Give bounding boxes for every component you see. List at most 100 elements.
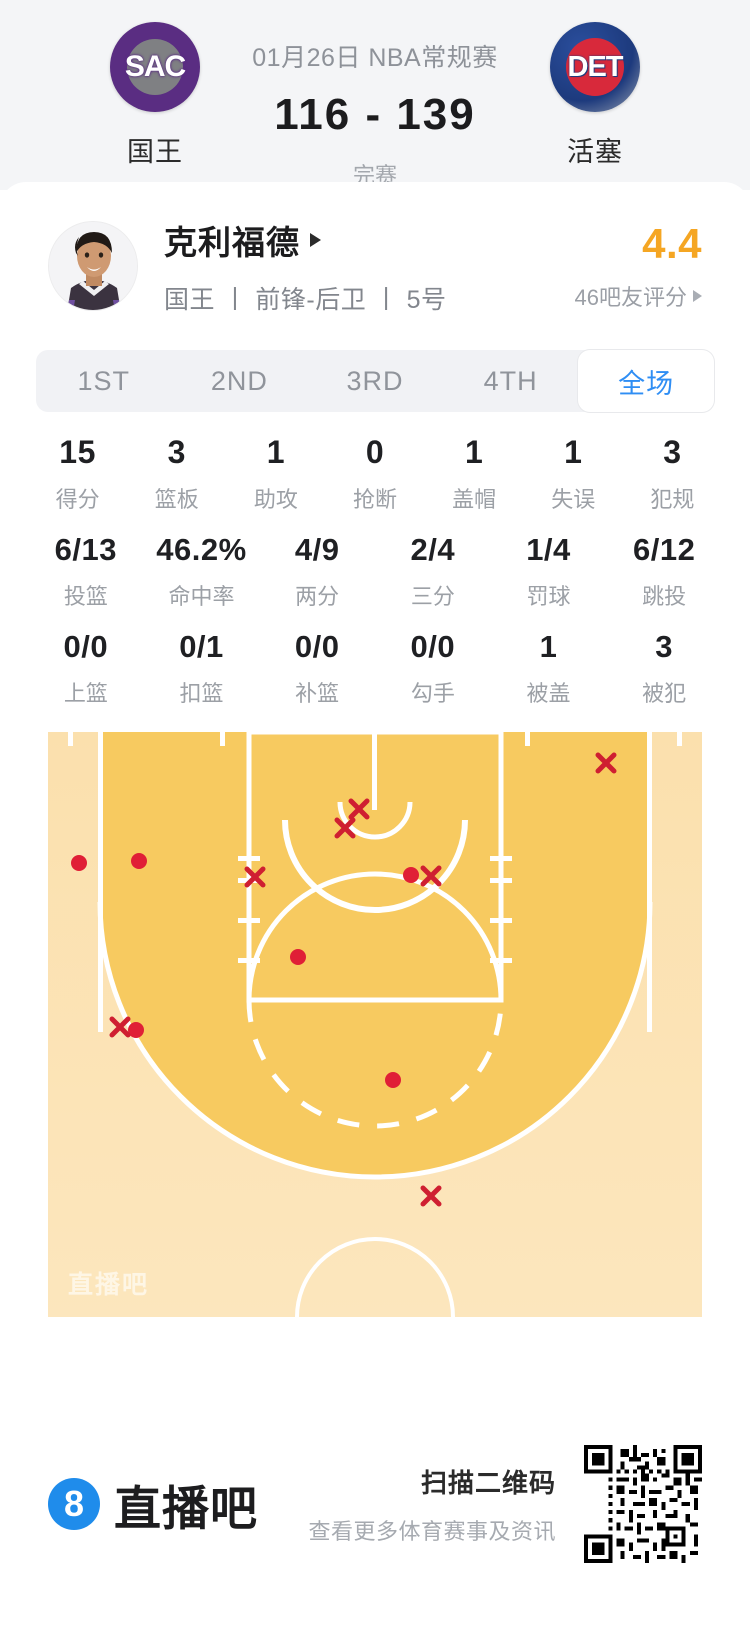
stat-fg-pct: 46.2% 命中率 bbox=[144, 532, 260, 611]
shot-marker-miss bbox=[420, 865, 442, 887]
stat-label: 上篮 bbox=[63, 681, 108, 706]
stat-layup: 0/0 上篮 bbox=[28, 629, 144, 708]
qr-title: 扫描二维码 bbox=[420, 1467, 556, 1498]
stat-turnovers: 1 失误 bbox=[524, 434, 623, 514]
tab-3rd[interactable]: 3RD bbox=[346, 365, 404, 396]
qr-text-block: 扫描二维码 查看更多体育赛事及资讯 bbox=[308, 1463, 556, 1546]
stat-label: 罚球 bbox=[526, 584, 571, 609]
tab-4th[interactable]: 4TH bbox=[483, 365, 538, 396]
stat-value: 0/1 bbox=[179, 629, 224, 664]
stat-label: 勾手 bbox=[410, 681, 455, 706]
shot-marker-miss bbox=[109, 1016, 131, 1038]
stat-blocked: 1 被盖 bbox=[491, 629, 607, 708]
sac-logo-icon: SAC bbox=[110, 22, 200, 112]
home-team-logo: SAC bbox=[110, 22, 200, 112]
stat-label: 犯规 bbox=[650, 487, 695, 512]
shot-marker-miss bbox=[334, 817, 356, 839]
stat-label: 补篮 bbox=[295, 681, 340, 706]
home-team-abbr: SAC bbox=[124, 50, 186, 83]
match-title: 01月26日 NBA常规赛 bbox=[252, 44, 498, 72]
stat-putback: 0/0 补篮 bbox=[259, 629, 375, 708]
home-team[interactable]: SAC 国王 bbox=[60, 22, 250, 169]
stat-label: 投篮 bbox=[63, 584, 108, 609]
stat-blocks: 1 盖帽 bbox=[425, 434, 524, 514]
rating-block[interactable]: 4.4 46吧友评分 bbox=[575, 220, 702, 312]
brand-mark-icon: 8 bbox=[48, 1478, 100, 1530]
stat-three-pt: 2/4 三分 bbox=[375, 532, 491, 611]
stat-free-throw: 1/4 罚球 bbox=[491, 532, 607, 611]
stat-assists: 1 助攻 bbox=[226, 434, 325, 514]
player-meta: 克利福德 国王 丨 前锋-后卫 丨 5号 bbox=[164, 216, 575, 316]
shot-marker-made bbox=[71, 855, 87, 871]
tab-2nd[interactable]: 2ND bbox=[210, 365, 268, 396]
shot-marker-made bbox=[131, 853, 147, 869]
stat-value: 3 bbox=[655, 629, 674, 664]
footer-bar: 8 直播吧 扫描二维码 查看更多体育赛事及资讯 bbox=[0, 1389, 750, 1629]
away-team[interactable]: DET 活塞 bbox=[500, 22, 690, 169]
away-team-logo: DET bbox=[550, 22, 640, 112]
stat-value: 6/13 bbox=[54, 532, 117, 567]
stat-value: 1 bbox=[539, 629, 558, 664]
stat-label: 得分 bbox=[55, 487, 100, 512]
shot-marker-made bbox=[403, 867, 419, 883]
stat-label: 被盖 bbox=[526, 681, 571, 706]
stat-value: 46.2% bbox=[156, 532, 247, 567]
stats-row-shooting: 6/13 投篮 46.2% 命中率 4/9 两分 2/4 三分 1/4 罚球 6/12 跳投 bbox=[0, 532, 750, 611]
stat-value: 0/0 bbox=[63, 629, 109, 664]
stat-label: 两分 bbox=[295, 584, 340, 609]
stat-value: 15 bbox=[59, 434, 96, 470]
stat-label: 抢断 bbox=[352, 487, 397, 512]
stat-value: 6/12 bbox=[632, 532, 696, 567]
shot-marker-miss bbox=[244, 866, 266, 888]
stat-value: 0/0 bbox=[410, 629, 456, 664]
stat-fouled: 3 被犯 bbox=[606, 629, 722, 708]
scoreboard-header: SAC 国王 01月26日 NBA常规赛 116 - 139 完赛 DET 活塞 bbox=[0, 0, 750, 190]
stat-fouls: 3 犯规 bbox=[623, 434, 722, 514]
shot-chart[interactable]: 直播吧 bbox=[48, 732, 702, 1317]
stat-value: 4/9 bbox=[294, 532, 340, 567]
court-watermark: 直播吧 bbox=[68, 1271, 150, 1299]
shot-marker-made bbox=[385, 1072, 401, 1088]
court-diagram bbox=[48, 732, 702, 1317]
stat-label: 三分 bbox=[410, 584, 455, 609]
stat-label: 跳投 bbox=[642, 584, 687, 609]
stat-label: 篮板 bbox=[154, 487, 199, 512]
brand-name: 直播吧 bbox=[114, 1481, 258, 1535]
qr-code-icon[interactable] bbox=[584, 1445, 702, 1563]
player-header-row: 克利福德 国王 丨 前锋-后卫 丨 5号 4.4 46吧友评分 bbox=[0, 182, 750, 334]
det-logo-icon: DET bbox=[550, 22, 640, 112]
stat-points: 15 得分 bbox=[28, 434, 127, 514]
player-name-line[interactable]: 克利福德 bbox=[164, 216, 575, 264]
shot-marker-made bbox=[128, 1022, 144, 1038]
stat-rebounds: 3 篮板 bbox=[127, 434, 226, 514]
chevron-right-small-icon bbox=[693, 290, 702, 302]
stat-label: 命中率 bbox=[168, 584, 235, 609]
rating-label-line[interactable]: 46吧友评分 bbox=[575, 280, 702, 312]
stat-value: 1 bbox=[564, 434, 583, 470]
rating-label: 46吧友评分 bbox=[574, 285, 687, 310]
stat-two-pt: 4/9 两分 bbox=[259, 532, 375, 611]
stat-label: 助攻 bbox=[253, 487, 298, 512]
stat-value: 3 bbox=[663, 434, 682, 470]
shot-marker-miss bbox=[348, 798, 370, 820]
brand-logo[interactable]: 8 直播吧 bbox=[48, 1470, 258, 1539]
score-center: 01月26日 NBA常规赛 116 - 139 完赛 bbox=[250, 22, 500, 190]
stat-label: 扣篮 bbox=[179, 681, 224, 706]
away-team-abbr: DET bbox=[567, 50, 624, 83]
shot-marker-miss bbox=[595, 752, 617, 774]
player-headshot-icon bbox=[49, 222, 137, 310]
chevron-right-icon bbox=[310, 233, 321, 247]
tab-full-game[interactable]: 全场 bbox=[578, 350, 714, 412]
shot-marker-miss bbox=[420, 1185, 442, 1207]
home-team-name: 国王 bbox=[127, 137, 183, 167]
stat-dunk: 0/1 扣篮 bbox=[144, 629, 260, 708]
stat-fg: 6/13 投篮 bbox=[28, 532, 144, 611]
stat-label: 失误 bbox=[551, 487, 596, 512]
stat-steals: 0 抢断 bbox=[325, 434, 424, 514]
stat-value: 3 bbox=[167, 434, 186, 470]
qr-section[interactable]: 扫描二维码 查看更多体育赛事及资讯 bbox=[308, 1445, 702, 1563]
qr-subtitle: 查看更多体育赛事及资讯 bbox=[308, 1518, 556, 1544]
player-subtitle: 国王 丨 前锋-后卫 丨 5号 bbox=[164, 286, 447, 314]
tab-1st[interactable]: 1ST bbox=[77, 365, 131, 396]
avatar[interactable] bbox=[48, 221, 138, 311]
